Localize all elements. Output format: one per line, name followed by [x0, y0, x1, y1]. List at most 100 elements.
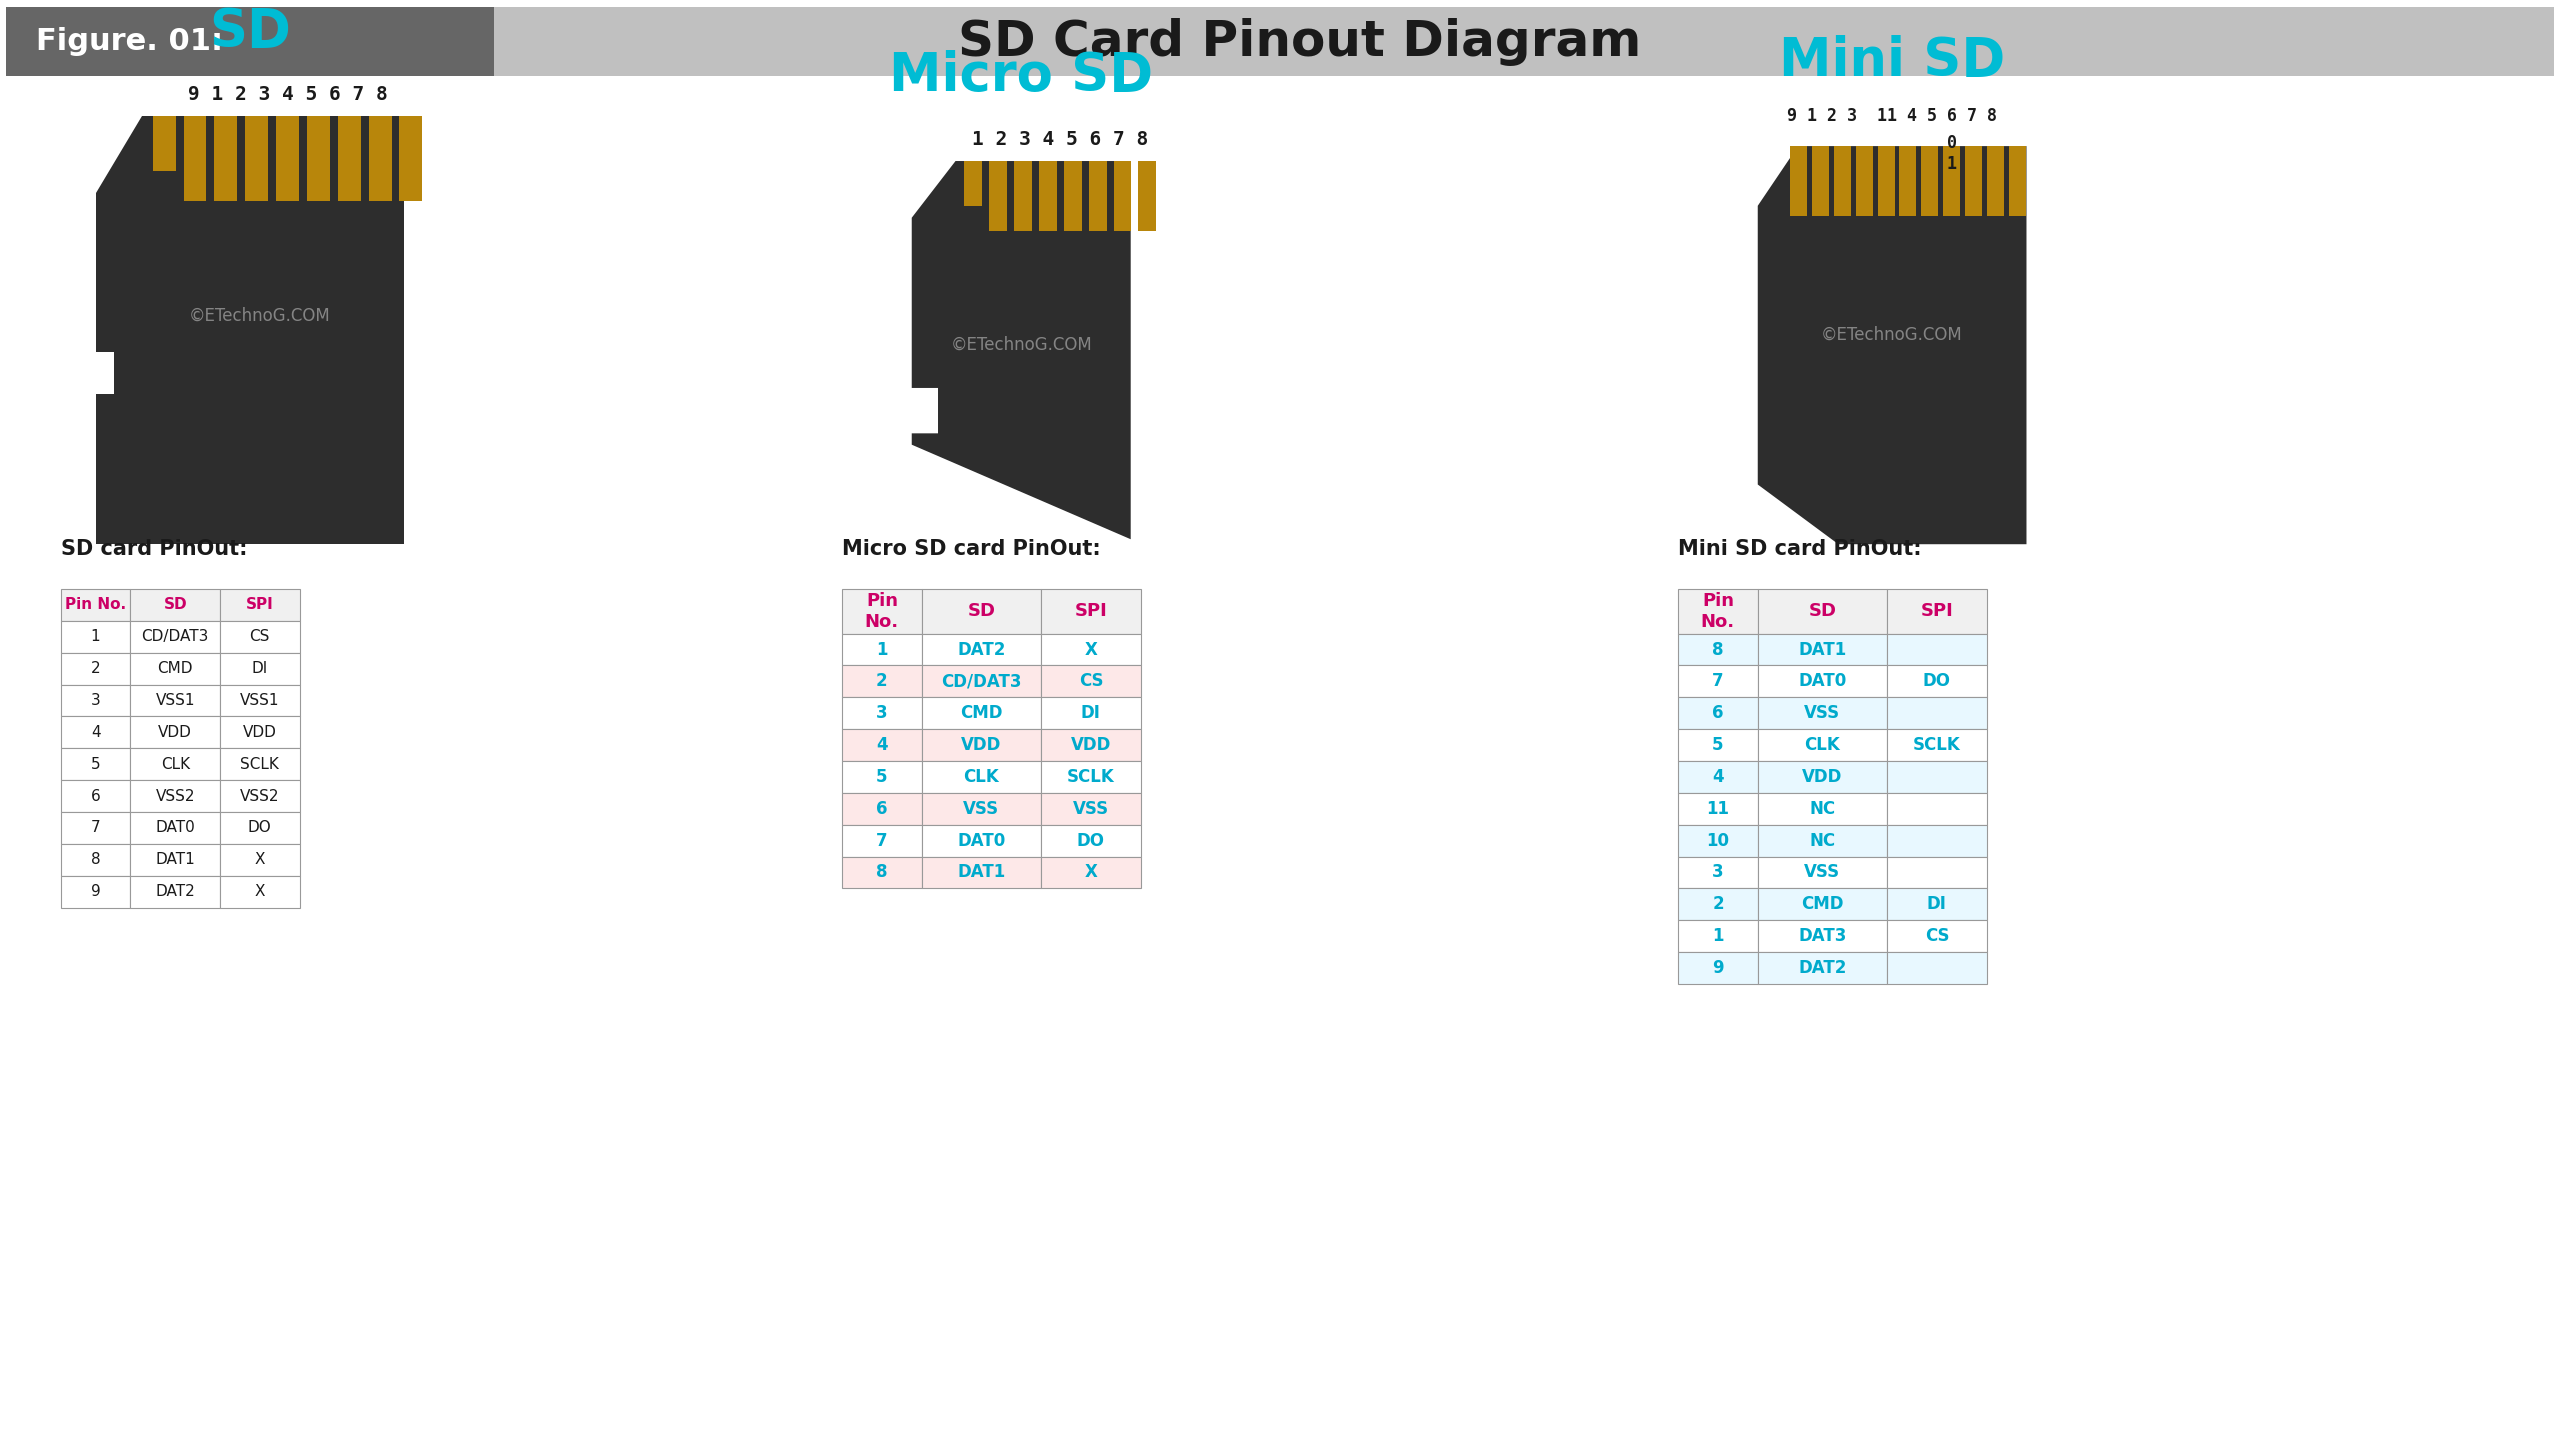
Text: 2: 2	[90, 661, 100, 677]
FancyBboxPatch shape	[1679, 589, 1759, 634]
Text: SD: SD	[164, 598, 187, 612]
Text: X: X	[253, 884, 266, 899]
FancyBboxPatch shape	[1679, 697, 1759, 729]
FancyBboxPatch shape	[1887, 760, 1987, 793]
FancyBboxPatch shape	[842, 634, 922, 665]
FancyBboxPatch shape	[61, 876, 131, 907]
Text: 7: 7	[876, 832, 888, 850]
Text: VDD: VDD	[243, 724, 276, 740]
Polygon shape	[911, 161, 1132, 539]
Polygon shape	[1759, 145, 2028, 544]
FancyBboxPatch shape	[131, 589, 220, 621]
FancyBboxPatch shape	[220, 621, 300, 652]
Text: SPI: SPI	[1075, 602, 1108, 621]
FancyBboxPatch shape	[1759, 665, 1887, 697]
Text: DAT1: DAT1	[1797, 641, 1846, 658]
Text: NC: NC	[1810, 832, 1836, 850]
Text: 5: 5	[90, 756, 100, 772]
Text: DAT2: DAT2	[1797, 959, 1846, 976]
FancyBboxPatch shape	[131, 844, 220, 876]
FancyBboxPatch shape	[5, 7, 494, 76]
FancyBboxPatch shape	[1759, 589, 1887, 634]
Text: VSS: VSS	[1805, 864, 1841, 881]
Text: 5: 5	[876, 768, 888, 786]
Text: DO: DO	[1923, 672, 1951, 690]
FancyBboxPatch shape	[1042, 665, 1142, 697]
FancyBboxPatch shape	[61, 844, 131, 876]
Text: VSS: VSS	[1805, 704, 1841, 723]
Text: VDD: VDD	[960, 736, 1001, 755]
Text: Mini SD: Mini SD	[1779, 36, 2004, 88]
FancyBboxPatch shape	[922, 589, 1042, 634]
Text: CD/DAT3: CD/DAT3	[942, 672, 1021, 690]
FancyBboxPatch shape	[220, 589, 300, 621]
Text: DAT0: DAT0	[1797, 672, 1846, 690]
Text: 0
          1: 0 1	[1848, 134, 1956, 173]
Text: VDD: VDD	[159, 724, 192, 740]
Text: 1: 1	[1713, 927, 1723, 945]
FancyBboxPatch shape	[1876, 145, 1894, 216]
FancyBboxPatch shape	[1887, 857, 1987, 888]
FancyBboxPatch shape	[1679, 760, 1759, 793]
FancyBboxPatch shape	[1759, 888, 1887, 920]
FancyBboxPatch shape	[1887, 634, 1987, 665]
Text: 3: 3	[90, 693, 100, 708]
Text: DAT2: DAT2	[957, 641, 1006, 658]
Text: Pin
No.: Pin No.	[1700, 592, 1736, 631]
Text: CS: CS	[251, 629, 269, 644]
Text: VSS: VSS	[1073, 799, 1108, 818]
Text: VDD: VDD	[1070, 736, 1111, 755]
Text: VSS2: VSS2	[156, 789, 195, 804]
FancyBboxPatch shape	[922, 825, 1042, 857]
FancyBboxPatch shape	[131, 780, 220, 812]
Text: DAT1: DAT1	[156, 852, 195, 867]
FancyBboxPatch shape	[1943, 145, 1961, 216]
FancyBboxPatch shape	[369, 117, 392, 200]
Text: ©ETechnoG.COM: ©ETechnoG.COM	[189, 307, 330, 324]
FancyBboxPatch shape	[1759, 697, 1887, 729]
Text: 1: 1	[876, 641, 888, 658]
FancyBboxPatch shape	[1039, 161, 1057, 230]
Text: VSS: VSS	[963, 799, 998, 818]
FancyBboxPatch shape	[1759, 920, 1887, 952]
FancyBboxPatch shape	[1065, 161, 1083, 230]
Text: CMD: CMD	[960, 704, 1004, 723]
Text: 1: 1	[90, 629, 100, 644]
Text: CS: CS	[1925, 927, 1948, 945]
Text: 4: 4	[1713, 768, 1723, 786]
FancyBboxPatch shape	[1759, 857, 1887, 888]
Text: SD: SD	[968, 602, 996, 621]
Text: Pin
No.: Pin No.	[865, 592, 899, 631]
Text: CLK: CLK	[1805, 736, 1841, 755]
Text: VSS1: VSS1	[241, 693, 279, 708]
Text: Micro SD: Micro SD	[888, 50, 1155, 102]
Text: ©ETechnoG.COM: ©ETechnoG.COM	[950, 336, 1093, 354]
FancyBboxPatch shape	[1042, 760, 1142, 793]
FancyBboxPatch shape	[1679, 793, 1759, 825]
FancyBboxPatch shape	[1900, 145, 1917, 216]
FancyBboxPatch shape	[494, 7, 2555, 76]
FancyBboxPatch shape	[1042, 634, 1142, 665]
FancyBboxPatch shape	[61, 749, 131, 780]
FancyBboxPatch shape	[131, 652, 220, 684]
Text: 8: 8	[1713, 641, 1723, 658]
FancyBboxPatch shape	[1679, 952, 1759, 984]
FancyBboxPatch shape	[1679, 920, 1759, 952]
Text: 7: 7	[90, 821, 100, 835]
FancyBboxPatch shape	[1042, 857, 1142, 888]
Text: X: X	[1085, 864, 1098, 881]
Text: CD/DAT3: CD/DAT3	[141, 629, 210, 644]
Polygon shape	[95, 117, 404, 544]
FancyBboxPatch shape	[220, 876, 300, 907]
FancyBboxPatch shape	[184, 117, 207, 200]
Text: SD card PinOut:: SD card PinOut:	[61, 539, 248, 559]
Text: SD: SD	[1807, 602, 1836, 621]
FancyBboxPatch shape	[1759, 729, 1887, 760]
Text: VDD: VDD	[1802, 768, 1843, 786]
Text: X: X	[253, 852, 266, 867]
Text: VSS1: VSS1	[156, 693, 195, 708]
Text: CS: CS	[1078, 672, 1103, 690]
FancyBboxPatch shape	[922, 760, 1042, 793]
Text: CLK: CLK	[161, 756, 189, 772]
FancyBboxPatch shape	[922, 793, 1042, 825]
